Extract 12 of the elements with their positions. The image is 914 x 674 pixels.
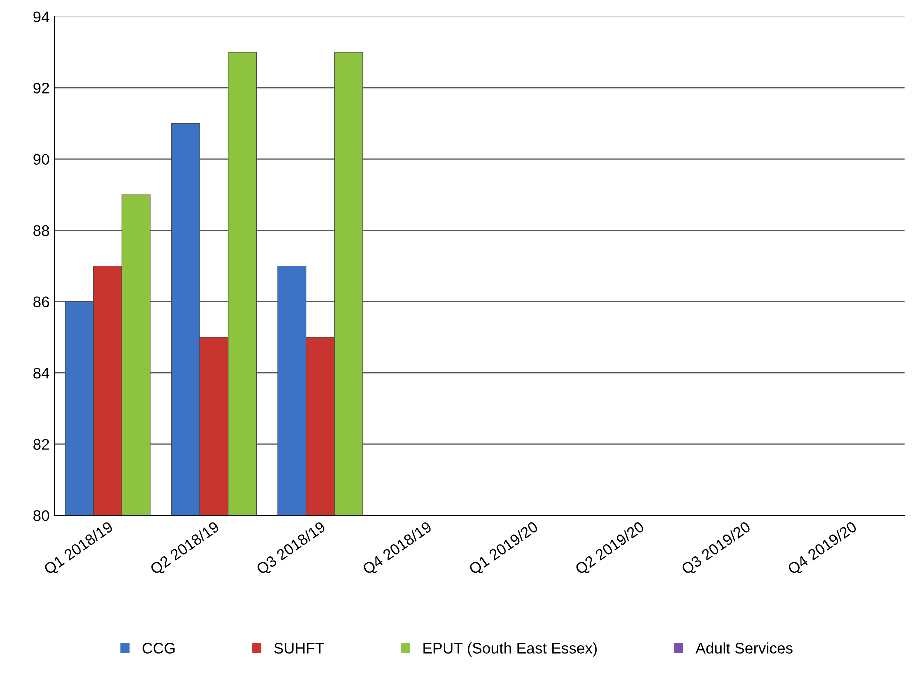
legend-label: CCG (142, 643, 175, 654)
y-tick-label: 90 (34, 154, 50, 166)
y-tick-label: 88 (34, 225, 50, 236)
y-tick-label: 92 (34, 82, 50, 94)
legend-label: SUHFT (274, 643, 324, 654)
y-tick-label: 82 (34, 439, 50, 450)
legend-label: EPUT (South East Essex) (424, 642, 597, 657)
y-tick-label: 94 (34, 12, 50, 23)
y-tick-label: 86 (34, 296, 50, 308)
legend-label: Adult Services (696, 642, 793, 654)
y-tick-label: 80 (34, 510, 50, 522)
y-tick-label: 84 (34, 368, 50, 379)
